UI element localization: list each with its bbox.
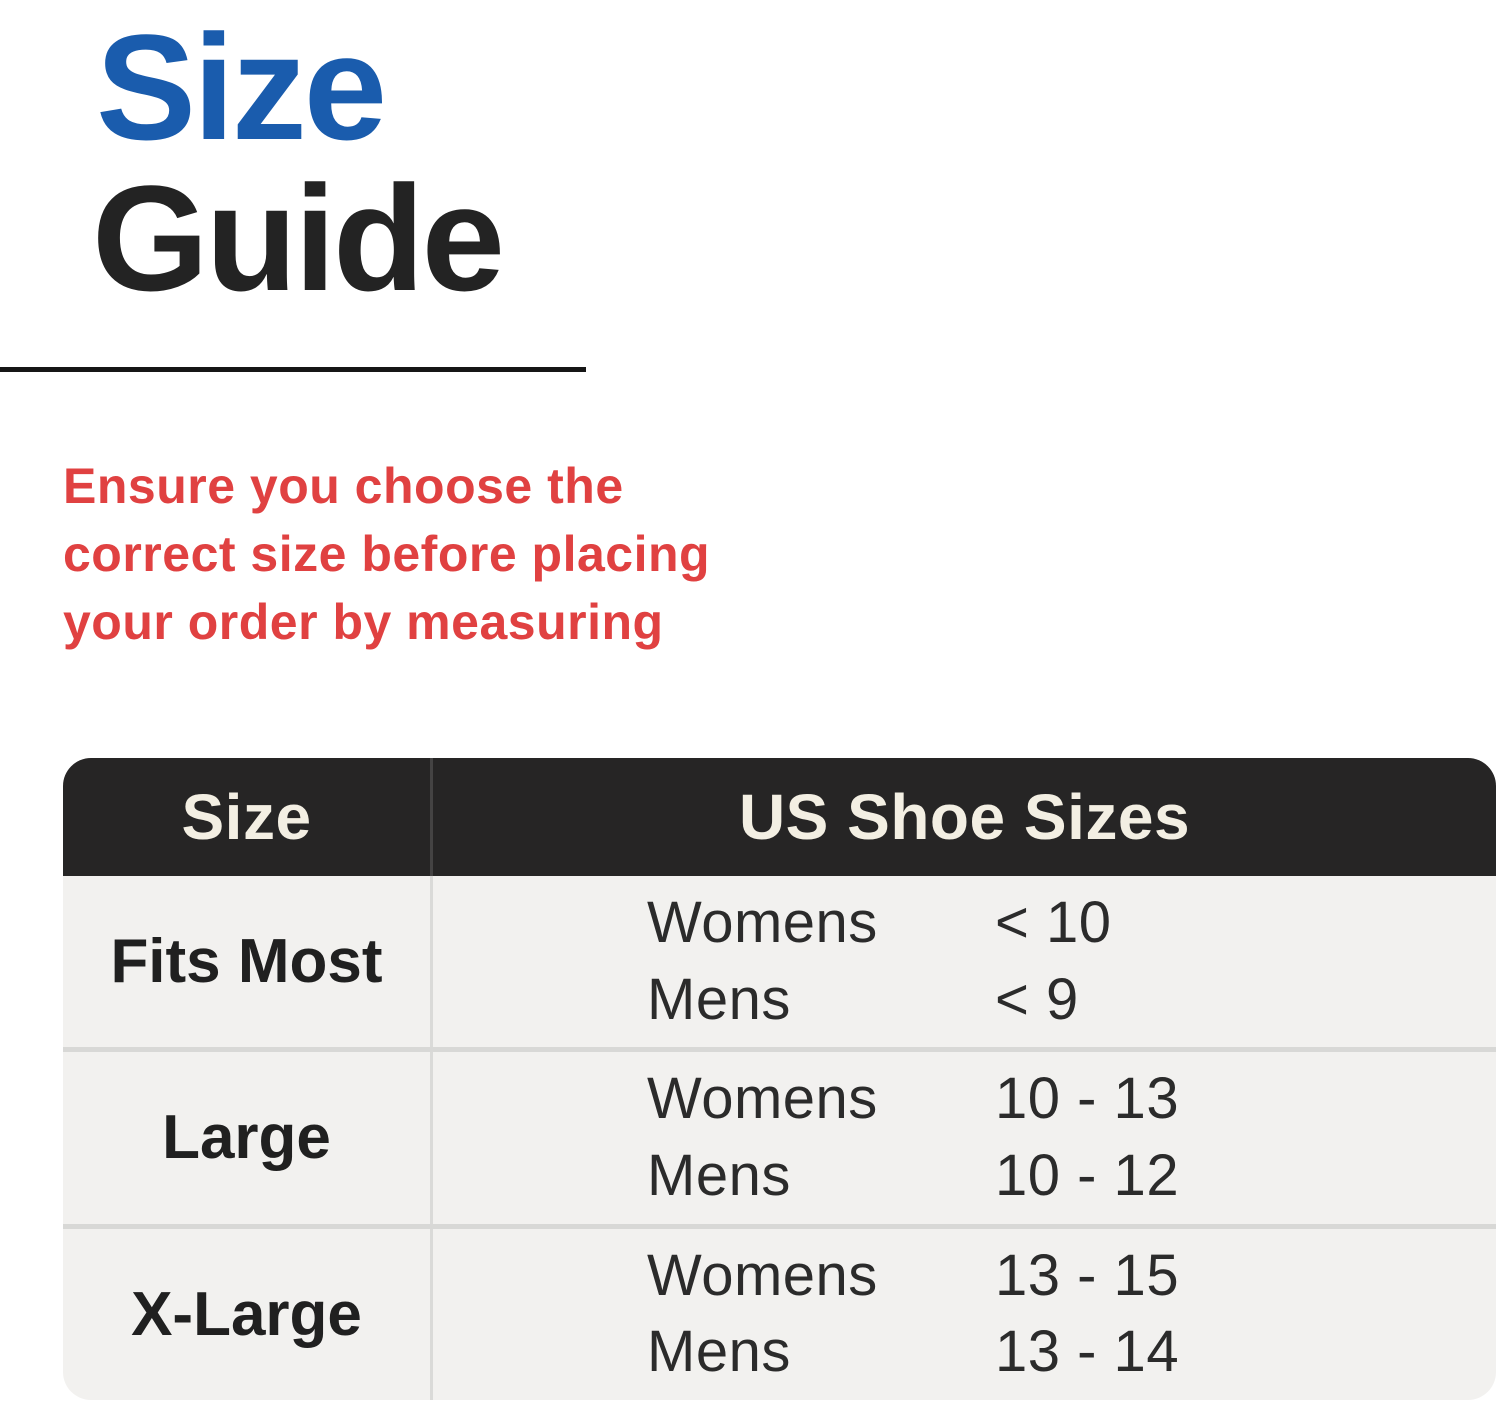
size-entry: Mens 10 - 12 xyxy=(647,1143,1496,1210)
entry-label: Womens xyxy=(647,889,878,955)
entry-value: 13 - 15 xyxy=(995,1242,1180,1308)
size-entry: Womens 10 - 13 xyxy=(647,1066,1496,1133)
size-cell: Fits Most xyxy=(63,876,433,1048)
size-chart-table: Size US Shoe Sizes Fits Most Womens < 10… xyxy=(63,758,1496,1400)
entry-label: Mens xyxy=(647,1142,791,1208)
table-body: Fits Most Womens < 10 Mens < 9 Large xyxy=(63,876,1496,1400)
size-entry: Womens < 10 xyxy=(647,890,1496,957)
shoe-sizes-cell: Womens < 10 Mens < 9 xyxy=(433,876,1496,1047)
table-header-row: Size US Shoe Sizes xyxy=(63,758,1496,876)
sizing-warning-note: Ensure you choose the correct size befor… xyxy=(63,452,710,656)
size-entry: Womens 13 - 15 xyxy=(647,1243,1496,1310)
note-line-3: your order by measuring xyxy=(63,594,664,650)
table-row-x-large: X-Large Womens 13 - 15 Mens 13 - 14 xyxy=(63,1223,1496,1400)
note-line-1: Ensure you choose the xyxy=(63,458,624,514)
title-word-size: Size xyxy=(96,3,387,171)
entry-label: Mens xyxy=(647,1319,791,1385)
title-underline-rule xyxy=(0,367,586,372)
size-entry: Mens < 9 xyxy=(647,967,1496,1034)
table-row-large: Large Womens 10 - 13 Mens 10 - 12 xyxy=(63,1047,1496,1224)
entry-label: Womens xyxy=(647,1242,878,1308)
entry-value: < 9 xyxy=(995,966,1079,1032)
entry-label: Mens xyxy=(647,966,791,1032)
note-line-2: correct size before placing xyxy=(63,526,711,582)
size-cell: Large xyxy=(63,1052,433,1224)
entry-value: 10 - 12 xyxy=(995,1142,1180,1208)
size-entry: Mens 13 - 14 xyxy=(647,1319,1496,1386)
table-row-fits-most: Fits Most Womens < 10 Mens < 9 xyxy=(63,876,1496,1048)
entry-value: 10 - 13 xyxy=(995,1066,1180,1132)
column-header-us-shoe-sizes: US Shoe Sizes xyxy=(738,781,1191,853)
title-word-guide: Guide xyxy=(92,154,505,322)
shoe-sizes-cell: Womens 10 - 13 Mens 10 - 12 xyxy=(433,1052,1496,1223)
column-header-size: Size xyxy=(63,758,433,876)
size-cell: X-Large xyxy=(63,1228,433,1400)
entry-label: Womens xyxy=(647,1066,878,1132)
entry-value: 13 - 14 xyxy=(995,1319,1180,1385)
entry-value: < 10 xyxy=(995,889,1112,955)
shoe-sizes-cell: Womens 13 - 15 Mens 13 - 14 xyxy=(433,1229,1496,1400)
